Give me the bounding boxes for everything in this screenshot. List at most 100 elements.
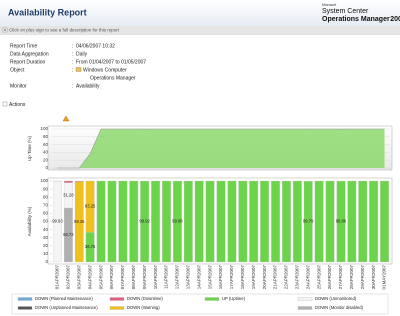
bar-segment	[358, 180, 368, 263]
param-sep: :	[72, 43, 73, 49]
area-fill	[57, 129, 385, 168]
y-tick-label: 100	[40, 178, 48, 183]
x-tick-label: 28APR2007	[349, 265, 354, 290]
bar-segment	[107, 180, 117, 263]
legend-swatch	[297, 297, 313, 301]
legend-label: DOWN (Unplanned Maintenance)	[35, 305, 98, 310]
y-tick-label: 60	[43, 142, 49, 147]
brand-line: Microsoft	[322, 3, 336, 7]
data-label: 63.25	[85, 204, 96, 209]
bar-segment	[336, 180, 346, 263]
x-tick-label: 03APR2007	[76, 265, 81, 290]
actions-toggle[interactable]	[2, 101, 8, 107]
x-tick-label: 27APR2007	[338, 265, 343, 290]
data-label: 36.75	[85, 244, 96, 249]
legend-label: UP (Uptime)	[222, 296, 246, 301]
bar-segment	[183, 180, 193, 263]
param-sep: :	[72, 83, 73, 89]
bar-segment	[96, 180, 106, 263]
object-icon	[75, 67, 82, 72]
header-bar	[0, 0, 400, 26]
legend-frame	[11, 293, 389, 315]
y-tick-label: 70	[43, 202, 49, 207]
x-tick-label: 22APR2007	[284, 265, 289, 290]
legend-label: DOWN (Warning)	[127, 305, 160, 310]
bar-segment	[260, 180, 270, 263]
x-tick-label: 15APR2007	[207, 265, 212, 290]
y-tick-label: 90	[43, 186, 49, 191]
param-sep: :	[72, 51, 73, 57]
bar-segment	[151, 180, 160, 263]
x-tick-label: 24APR2007	[305, 265, 310, 290]
x-tick-label: 01APR2007	[55, 265, 60, 290]
x-tick-label: 16APR2007	[218, 265, 223, 290]
brand-line: System Center	[322, 8, 369, 15]
legend-swatch	[204, 297, 220, 301]
report-title: Availability Report	[8, 7, 87, 17]
bar-segment	[282, 180, 291, 263]
y-tick-label: 60	[43, 211, 49, 216]
y-tick-label: 0	[45, 165, 48, 170]
bar-segment	[194, 180, 204, 263]
y-tick-label: 20	[43, 157, 49, 162]
legend-label: DOWN (Monitor disabled)	[315, 305, 364, 310]
bar-segment	[249, 180, 259, 263]
bar-segment	[303, 181, 313, 263]
y-tick-label: 0	[45, 259, 48, 264]
y-tick-label: 80	[43, 134, 49, 139]
param-label: Data Aggregation	[10, 51, 49, 57]
x-tick-label: 11APR2007	[164, 265, 169, 289]
data-label: 99.92	[139, 219, 150, 224]
x-tick-label: 06APR2007	[109, 265, 114, 290]
param-value: Windows Computer	[83, 67, 127, 73]
bar-segment	[271, 180, 280, 263]
param-label: Report Duration	[10, 59, 46, 65]
legend-swatch	[17, 306, 33, 310]
data-label: 99.86	[336, 219, 347, 224]
bar-segment	[216, 180, 226, 263]
param-value: 04/06/2007 10:32	[76, 43, 115, 49]
legend-swatch	[109, 306, 125, 310]
brand-line: Operations Manager2007	[322, 16, 400, 23]
param-value: From 01/04/2007 to 01/05/2007	[76, 59, 146, 65]
y-tick-label: 100	[40, 126, 48, 131]
param-sep: :	[72, 59, 73, 65]
report-subtitle: Click on plus sign to see a full descrip…	[9, 28, 120, 33]
x-tick-label: 13APR2007	[185, 265, 190, 290]
bar-segment	[369, 180, 379, 263]
param-sep: :	[72, 67, 73, 73]
y-tick-label: 40	[43, 150, 49, 155]
y-tick-label: 30	[43, 235, 49, 240]
legend-label: DOWN (Downtime)	[127, 296, 163, 301]
bar-segment	[325, 180, 335, 263]
bar-segment	[205, 180, 215, 263]
param-detail: Operations Manager	[90, 75, 136, 81]
x-tick-label: 05APR2007	[98, 265, 103, 290]
x-tick-label: 21APR2007	[273, 265, 278, 290]
x-tick-label: 23APR2007	[295, 265, 300, 290]
subtitle-bar	[0, 26, 400, 35]
y-axis-title: Up Time (%)	[27, 136, 32, 162]
x-tick-label: 19APR2007	[251, 265, 256, 290]
legend-swatch	[17, 297, 33, 301]
bar-segment	[380, 180, 389, 263]
y-tick-label: 10	[43, 251, 49, 256]
y-axis-title: Availability (%)	[27, 206, 32, 236]
x-tick-label: 30APR2007	[371, 265, 376, 290]
bar-segment	[162, 180, 171, 263]
y-tick-label: 80	[43, 194, 49, 199]
param-value: Availability	[76, 83, 100, 89]
bar-segment	[314, 180, 324, 263]
bar-segment	[172, 180, 182, 263]
bar-segment	[129, 180, 139, 263]
bar-segment	[347, 180, 357, 263]
param-label: Report Time	[10, 43, 37, 49]
data-label: 66.72	[63, 232, 74, 237]
data-label: 99.98	[172, 219, 183, 224]
x-tick-label: 25APR2007	[316, 265, 321, 290]
x-tick-label: 01MAY2007	[382, 265, 387, 290]
x-tick-label: 18APR2007	[240, 265, 245, 290]
x-tick-label: 14APR2007	[196, 265, 201, 290]
